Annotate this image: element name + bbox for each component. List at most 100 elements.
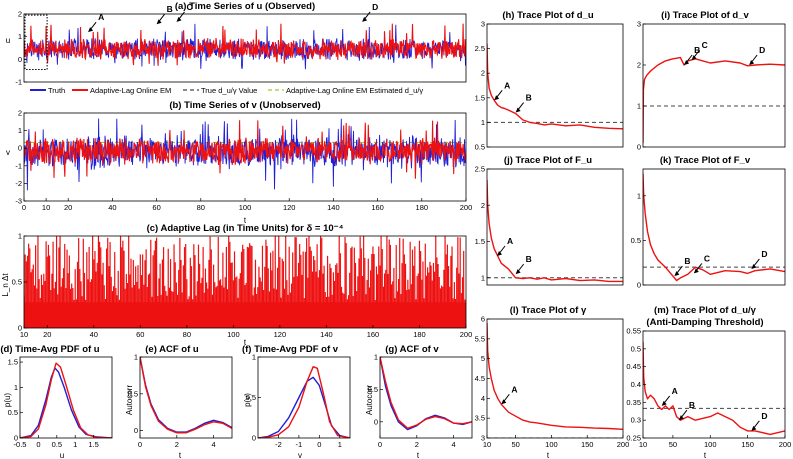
panel-c-ylabel: L_n Δt — [1, 273, 10, 297]
legend: Truth Adaptive-Lag Online EM True d_u/γ … — [30, 86, 423, 95]
bars-c — [24, 236, 466, 328]
series-b-1 — [24, 120, 466, 179]
plot-m: 0.25 0.3 0.35 0.4 0.45 0.5 0.55 10 50 100 150 200 A B… — [626, 327, 791, 450]
axes-frame-a — [23, 13, 467, 83]
ytick-label: 5 — [481, 354, 485, 363]
ytick-label: 1 — [14, 383, 18, 392]
ytick-label: 0.5 — [475, 143, 485, 152]
xtick-label: 160 — [371, 203, 384, 212]
ytick-label: 0 — [134, 426, 138, 435]
xtick-label: 2 — [415, 440, 419, 449]
panel-e-xlabel: t — [179, 451, 182, 459]
series-g-1 — [380, 357, 472, 429]
series-f-0 — [258, 376, 350, 438]
panel-a-title: (a) Time Series of u (Observed) — [175, 1, 315, 12]
ytick-label: 3.5 — [475, 414, 485, 423]
axes-frame-m — [642, 330, 786, 439]
xtick-label: 4 — [452, 440, 456, 449]
annotation-B: B — [526, 254, 532, 264]
xtick-label: 0 — [138, 440, 142, 449]
xtick-label: 4 — [212, 440, 216, 449]
panel-j-title: (j) Trace Plot of F_u — [504, 155, 592, 166]
ytick-label: 2 — [18, 109, 22, 118]
ytick-label: 0 — [18, 324, 22, 333]
ytick-label: -1 — [15, 161, 22, 170]
annotation-A: A — [507, 236, 513, 246]
xtick-label: -2 — [275, 440, 282, 449]
annotation-arrowhead — [661, 400, 667, 406]
xtick-label: -0.5 — [14, 440, 27, 449]
ytick-label: -3 — [15, 197, 22, 206]
series-m-0 — [643, 341, 785, 436]
ytick-label: 2 — [18, 10, 22, 19]
panel-m-subtitle: (Anti-Damping Threshold) — [646, 317, 763, 328]
ytick-label: 0 — [18, 144, 22, 153]
ytick-label: 1 — [252, 353, 256, 362]
ytick-label: 1.5 — [475, 93, 485, 102]
annotation-arrowhead — [691, 55, 697, 61]
panel-g-title: (g) ACF of v — [385, 344, 439, 355]
xtick-label: 200 — [779, 440, 792, 449]
xtick-label: 150 — [581, 440, 594, 449]
annotation-arrowhead — [515, 269, 521, 275]
ytick-label: 4.5 — [475, 374, 485, 383]
ytick-label: 0.5 — [8, 408, 18, 417]
xtick-label: 120 — [283, 203, 296, 212]
annotation-B: B — [689, 400, 695, 410]
ytick-label: 0.5 — [246, 393, 256, 402]
plot-h: 0.5 1 1.5 2 2.5 3 A B — [475, 20, 624, 152]
xtick-label: 140 — [320, 330, 333, 339]
axes-frame-k — [642, 168, 786, 286]
xtick-label: 100 — [239, 203, 252, 212]
annotation-B: B — [684, 256, 690, 266]
ytick-label: 2.5 — [475, 165, 485, 174]
ytick-label: 0.45 — [626, 362, 641, 371]
panel-h-title: (h) Trace Plot of d_u — [502, 10, 594, 21]
ytick-label: 3 — [481, 434, 485, 443]
annotation-D: D — [372, 2, 378, 12]
ytick-label: 4 — [481, 394, 485, 403]
annotation-B: B — [167, 4, 173, 14]
annotation-arrowhead — [751, 425, 757, 431]
xtick-label: 100 — [704, 440, 717, 449]
annotation-arrowhead — [693, 268, 699, 274]
panel-c: (c) Adaptive Lag (in Time Units) for δ =… — [1, 223, 472, 347]
xtick-label: 50 — [511, 440, 519, 449]
panel-g-ylabel: Autocorr — [365, 385, 374, 416]
xtick-label: 1 — [338, 440, 342, 449]
xtick-label: 40 — [90, 330, 98, 339]
annotation-arrowhead — [497, 251, 503, 256]
xtick-label: 40 — [108, 203, 116, 212]
axes-frame-f — [257, 356, 351, 439]
xtick-label: 60 — [152, 203, 160, 212]
plot-k: 0 0.5 1 B C D — [631, 168, 786, 290]
annotation-arrowhead — [501, 399, 507, 405]
panel-l-xlabel: t — [547, 451, 550, 459]
panel-g: (g) ACF of v Autocorr t 0 0.5 1 0 2 4 — [365, 344, 473, 459]
annotation-arrowhead — [362, 16, 368, 22]
xtick-label: 20 — [64, 203, 72, 212]
xtick-label: 160 — [367, 330, 380, 339]
xtick-label: 50 — [669, 440, 677, 449]
panel-i: (i) Trace Plot of d_v 0 1 2 3 B C D — [637, 10, 786, 152]
panel-f-ylabel: p(v) — [243, 393, 252, 407]
ytick-label: 2 — [481, 201, 485, 210]
ytick-label: 1 — [18, 126, 22, 135]
xtick-label: 200 — [460, 203, 473, 212]
annotation-D: D — [761, 411, 767, 421]
plot-g: 0 0.5 1 0 2 4 — [368, 353, 473, 449]
plot-f: 0 0.5 1 -2 -1 0 1 — [246, 353, 351, 449]
plot-d: 00.511.5-0.5 0 0.5 1 1.5 — [8, 356, 113, 449]
xtick-label: 10 — [639, 440, 647, 449]
ytick-label: -1 — [15, 78, 22, 87]
series-d-1 — [20, 362, 112, 438]
ytick-label: 0.5 — [631, 236, 641, 245]
ytick-label: 3 — [637, 20, 641, 29]
xtick-label: 10 — [20, 330, 28, 339]
xtick-label: 10 — [483, 440, 491, 449]
series-a-1 — [24, 23, 466, 66]
panel-j: (j) Trace Plot of F_u 1 1.5 2 2.5 A B — [475, 155, 624, 286]
panel-l-title: (l) Trace Plot of γ — [510, 305, 587, 316]
